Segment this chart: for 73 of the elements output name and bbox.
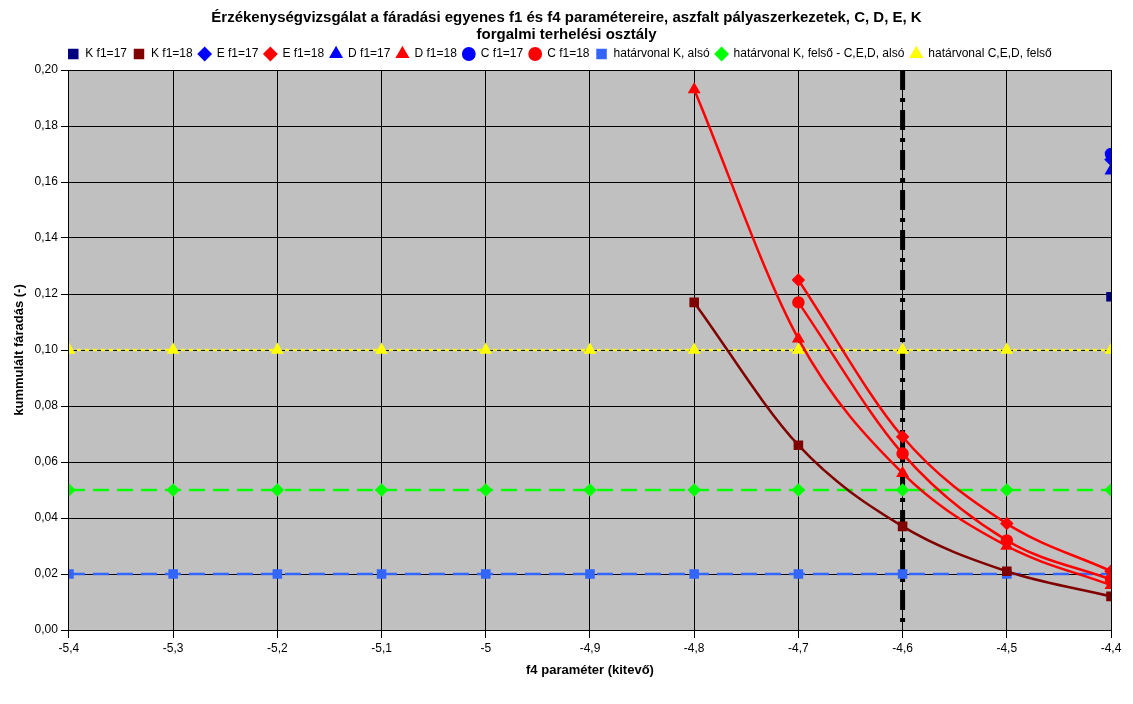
legend-label: E f1=17 — [216, 46, 259, 61]
point — [1000, 517, 1014, 530]
point — [897, 521, 908, 532]
point — [271, 343, 283, 354]
point — [272, 569, 283, 579]
point — [897, 466, 909, 477]
legend-label: K f1=17 — [85, 46, 128, 61]
legend-label: határvonal K, felső - C,E,D, alsó — [733, 46, 905, 61]
point — [793, 569, 804, 579]
point — [793, 440, 804, 450]
x-tick-label: -5,2 — [267, 640, 289, 655]
chart-title: Érzékenységvizsgálat a fáradási egyenes f1 és f4 paramétereire, aszfalt pályaszerkezetek, C, D, E, K forgalmi terhelési osztály — [210, 8, 923, 42]
point — [689, 297, 699, 308]
point — [792, 273, 805, 287]
y-tick-label: 0,14 — [34, 230, 59, 245]
x-tick-label: -4,8 — [683, 640, 705, 655]
point — [1000, 483, 1014, 497]
legend-label: E f1=18 — [282, 46, 325, 61]
y-tick-label: 0,00 — [34, 622, 59, 637]
y-tick-label: 0,12 — [34, 286, 59, 301]
point — [687, 483, 701, 497]
x-tick-label: -5,1 — [371, 640, 393, 655]
point — [375, 483, 388, 497]
point — [792, 343, 804, 354]
y-tick-label: 0,08 — [34, 398, 59, 413]
y-tick-label: 0,06 — [34, 454, 59, 469]
x-tick-label: -5,3 — [162, 640, 184, 655]
point — [479, 483, 493, 497]
legend-label: D f1=18 — [414, 46, 458, 61]
point — [480, 343, 492, 354]
y-tick-label: 0,20 — [34, 62, 59, 77]
point — [792, 296, 805, 309]
x-tick-label: -4,5 — [996, 640, 1018, 655]
x-tick-label: -5 — [480, 640, 492, 655]
legend-label: K f1=18 — [150, 46, 193, 61]
point — [480, 569, 491, 579]
point — [897, 569, 908, 579]
point — [1001, 343, 1013, 354]
point — [375, 343, 388, 354]
point — [584, 343, 596, 354]
y-axis-title: kummulált fáradás (-) — [11, 284, 27, 416]
x-tick-label: -4,4 — [1100, 640, 1122, 655]
legend-label: C f1=17 — [480, 46, 524, 61]
y-tick-label: 0,10 — [34, 342, 59, 357]
point — [688, 343, 700, 354]
x-axis-title: f4 paraméter (kitevő) — [526, 661, 654, 677]
x-tick-label: -4,9 — [579, 640, 601, 655]
point — [897, 343, 909, 354]
y-tick-label: 0,18 — [34, 118, 59, 133]
legend-label: D f1=17 — [348, 46, 391, 61]
point — [166, 483, 180, 497]
y-tick-label: 0,02 — [34, 566, 59, 581]
point — [792, 332, 804, 343]
point — [792, 483, 805, 497]
point — [168, 569, 178, 579]
x-tick-label: -4,7 — [788, 640, 810, 655]
point — [167, 343, 179, 354]
x-tick-label: -5,4 — [58, 640, 80, 655]
point — [688, 83, 700, 94]
point — [689, 569, 699, 579]
point — [376, 569, 387, 579]
point — [896, 447, 909, 460]
y-tick-label: 0,04 — [34, 510, 59, 525]
point — [585, 569, 595, 579]
legend-label: határvonal C,E,D, felső — [928, 46, 1053, 61]
x-tick-label: -4,6 — [892, 640, 914, 655]
point — [896, 430, 909, 444]
y-tick-label: 0,16 — [34, 174, 59, 189]
point — [583, 483, 597, 497]
point — [271, 483, 284, 497]
legend-label: C f1=18 — [547, 46, 590, 61]
legend-label: határvonal K, alsó — [613, 46, 710, 61]
point — [896, 483, 909, 497]
